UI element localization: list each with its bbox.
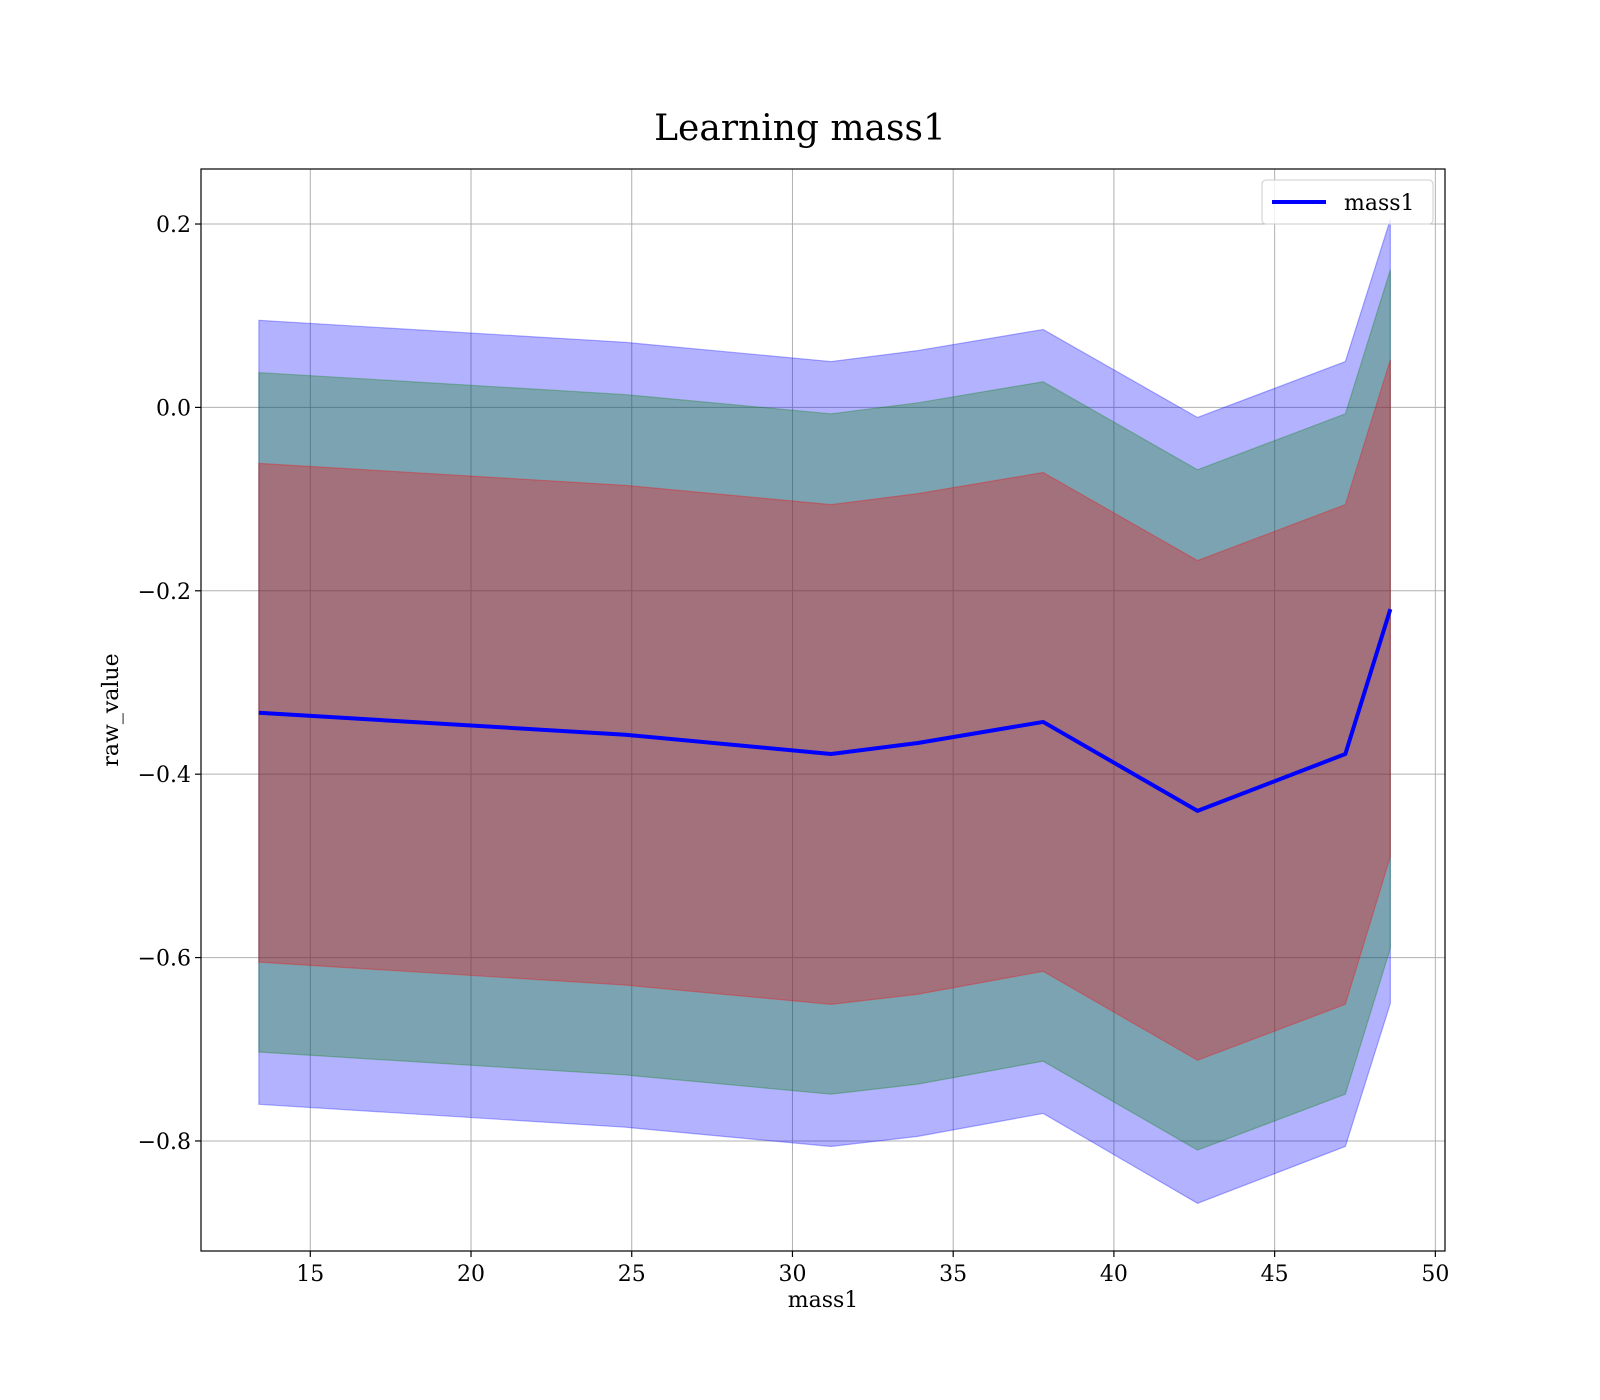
x-tick-label-6: 45 xyxy=(1261,1262,1289,1287)
y-tick-label-2: −0.2 xyxy=(138,580,191,605)
series-line-0 xyxy=(258,608,1393,813)
x-tick-label-5: 40 xyxy=(1100,1262,1128,1287)
band-1 xyxy=(258,269,1391,1151)
x-axis-label: mass1 xyxy=(788,1288,859,1313)
y-tick-label-1: 0.0 xyxy=(156,396,191,421)
grid xyxy=(201,169,1445,1251)
x-tick-label-7: 50 xyxy=(1421,1262,1449,1287)
chart-title: Learning mass1 xyxy=(654,108,946,149)
axis-ticks: 15 20 25 30 35 40 45 50 0.2 0.0 −0.2 −0.4 −0.6 −0.8 xyxy=(138,213,1450,1287)
x-tick-label-4: 35 xyxy=(939,1262,967,1287)
legend-box xyxy=(1261,179,1434,225)
y-axis-label: raw_value xyxy=(99,653,124,766)
y-tick-label-5: −0.8 xyxy=(138,1130,191,1155)
y-tick-label-3: −0.4 xyxy=(138,763,191,788)
y-tick-label-0: 0.2 xyxy=(156,213,191,238)
x-tick-label-2: 25 xyxy=(618,1262,646,1287)
series-lines xyxy=(258,608,1393,813)
legend: mass1 xyxy=(1261,179,1434,225)
y-tick-label-4: −0.6 xyxy=(138,947,191,972)
x-tick-label-3: 30 xyxy=(778,1262,806,1287)
x-tick-label-1: 20 xyxy=(457,1262,485,1287)
band-2 xyxy=(258,359,1391,1061)
plot-frame xyxy=(200,168,1446,1252)
confidence-bands xyxy=(258,219,1391,1204)
x-tick-label-0: 15 xyxy=(296,1262,324,1287)
band-0 xyxy=(258,219,1391,1204)
legend-label-mass1: mass1 xyxy=(1344,191,1415,216)
